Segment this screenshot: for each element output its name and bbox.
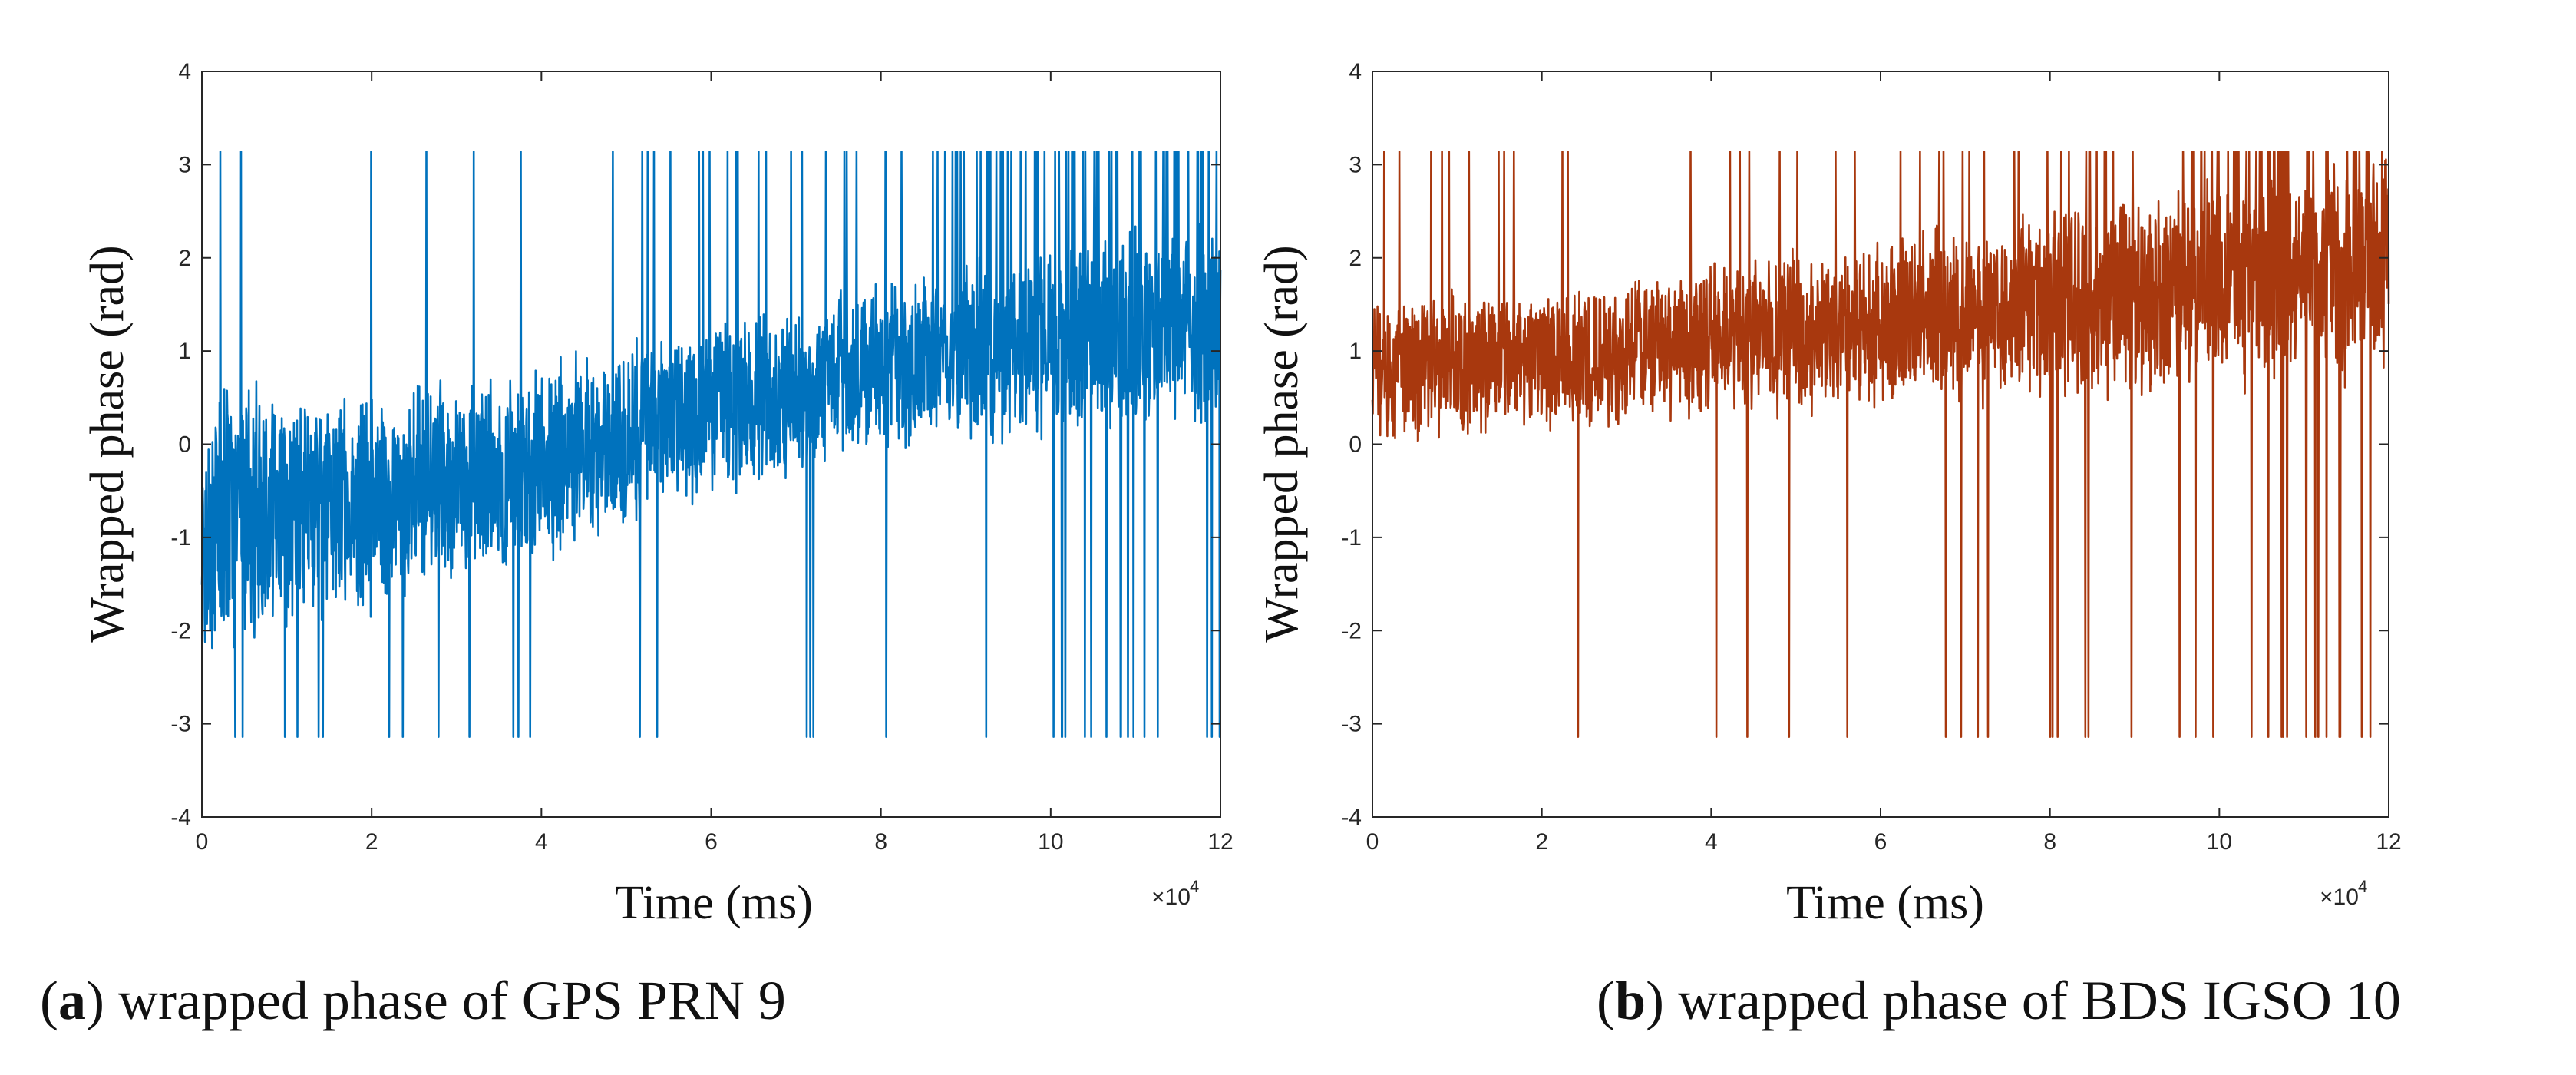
y-tick-label: -1 bbox=[1341, 525, 1362, 551]
x-tick-label: 8 bbox=[874, 829, 887, 855]
x-tick-label: 12 bbox=[2376, 829, 2401, 855]
x-exponent-label: ×10 bbox=[2320, 885, 2359, 910]
x-tick-label: 6 bbox=[1874, 829, 1887, 855]
x-tick-label: 4 bbox=[1705, 829, 1718, 855]
x-tick-label: 4 bbox=[535, 829, 548, 855]
y-tick-label: -1 bbox=[170, 525, 191, 551]
y-tick-label: 2 bbox=[178, 246, 191, 271]
x-tick-label: 0 bbox=[1366, 829, 1379, 855]
caption-a-text: wrapped phase of GPS PRN 9 bbox=[104, 970, 786, 1031]
series-line-b bbox=[1371, 150, 2390, 738]
caption-b: (b) wrapped phase of BDS IGSO 10 bbox=[1597, 970, 2401, 1031]
caption-a: (a) wrapped phase of GPS PRN 9 bbox=[40, 970, 786, 1031]
y-tick-label: 0 bbox=[1349, 432, 1362, 458]
series-line-a bbox=[200, 150, 1222, 738]
x-tick-label: 10 bbox=[1038, 829, 1063, 855]
y-tick-label: 4 bbox=[178, 59, 191, 84]
x-axis-label: Time (ms) bbox=[1786, 877, 1984, 929]
y-tick-label: -2 bbox=[1341, 618, 1362, 643]
y-tick-label: -2 bbox=[170, 618, 191, 643]
x-tick-label: 6 bbox=[705, 829, 718, 855]
x-exponent-power: 4 bbox=[1190, 877, 1199, 896]
y-axis-label: Wrapped phase (rad) bbox=[1256, 245, 1308, 642]
y-tick-label: 3 bbox=[178, 152, 191, 177]
y-tick-label: 0 bbox=[178, 432, 191, 458]
x-exponent-power: 4 bbox=[2358, 877, 2367, 896]
x-tick-label: 8 bbox=[2043, 829, 2056, 855]
x-tick-label: 2 bbox=[365, 829, 378, 855]
y-tick-label: 1 bbox=[178, 339, 191, 364]
x-tick-label: 2 bbox=[1535, 829, 1548, 855]
x-tick-label: 12 bbox=[1207, 829, 1233, 855]
y-tick-label: -3 bbox=[1341, 712, 1362, 737]
x-tick-label: 0 bbox=[196, 829, 209, 855]
y-tick-label: 3 bbox=[1349, 152, 1362, 177]
x-tick-label: 10 bbox=[2207, 829, 2232, 855]
y-tick-label: 1 bbox=[1349, 339, 1362, 364]
caption-a-letter: a bbox=[58, 970, 86, 1031]
y-tick-label: -4 bbox=[170, 805, 191, 830]
caption-b-text: wrapped phase of BDS IGSO 10 bbox=[1664, 970, 2401, 1031]
x-exponent-label: ×10 bbox=[1151, 885, 1191, 910]
caption-b-letter: b bbox=[1614, 970, 1646, 1031]
x-axis-label: Time (ms) bbox=[615, 877, 813, 929]
y-axis-label: Wrapped phase (rad) bbox=[81, 245, 134, 642]
y-tick-label: -3 bbox=[170, 712, 191, 737]
y-tick-label: -4 bbox=[1341, 805, 1362, 830]
y-tick-label: 2 bbox=[1349, 246, 1362, 271]
y-tick-label: 4 bbox=[1349, 59, 1362, 84]
